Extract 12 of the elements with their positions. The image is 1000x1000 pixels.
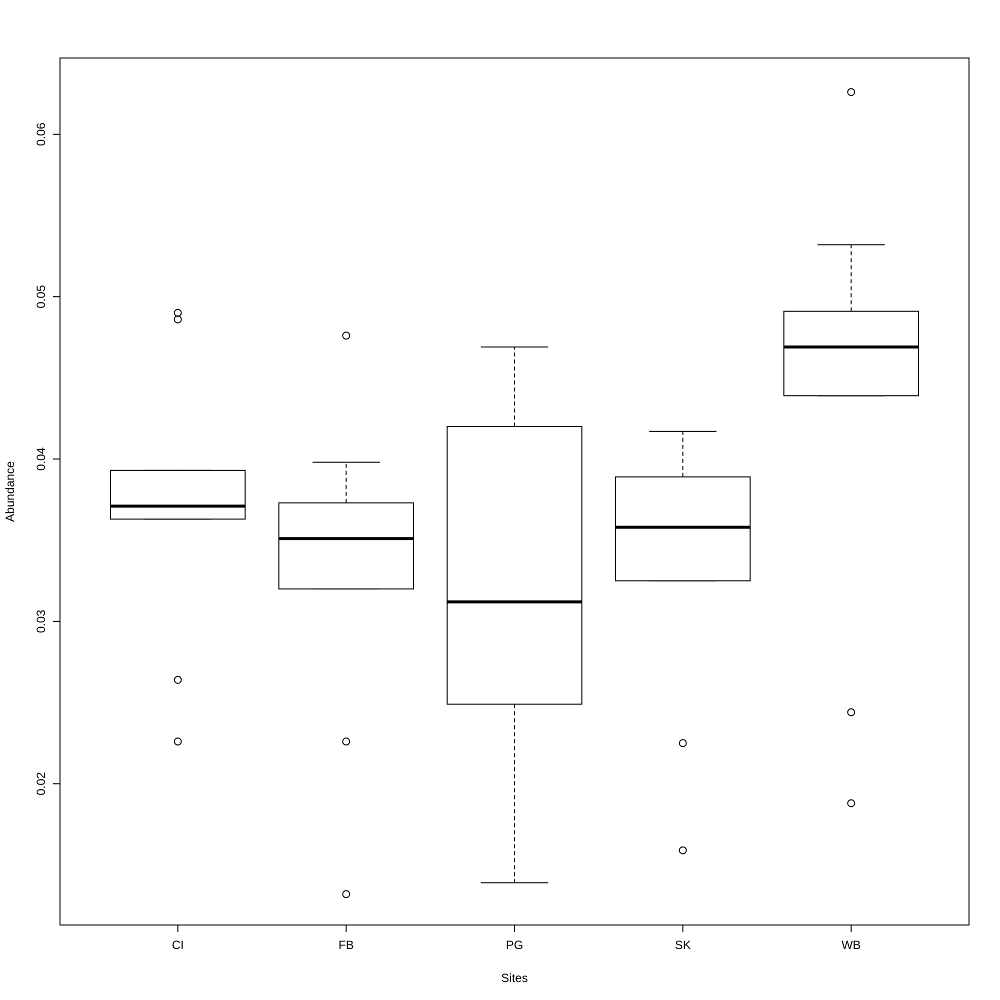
y-tick-label: 0.05 xyxy=(34,284,48,308)
y-tick-label: 0.03 xyxy=(34,609,48,634)
x-axis-title: Sites xyxy=(501,971,528,985)
x-tick-label: SK xyxy=(674,938,691,952)
x-tick-label: WB xyxy=(841,938,861,952)
y-tick-label: 0.04 xyxy=(34,447,48,471)
x-tick-label: PG xyxy=(506,938,524,952)
x-tick-label: FB xyxy=(338,938,354,952)
x-tick-label: CI xyxy=(172,938,184,952)
y-tick-label: 0.06 xyxy=(34,122,48,146)
y-tick-label: 0.02 xyxy=(34,772,48,796)
y-axis-title: Abundance xyxy=(3,460,17,522)
